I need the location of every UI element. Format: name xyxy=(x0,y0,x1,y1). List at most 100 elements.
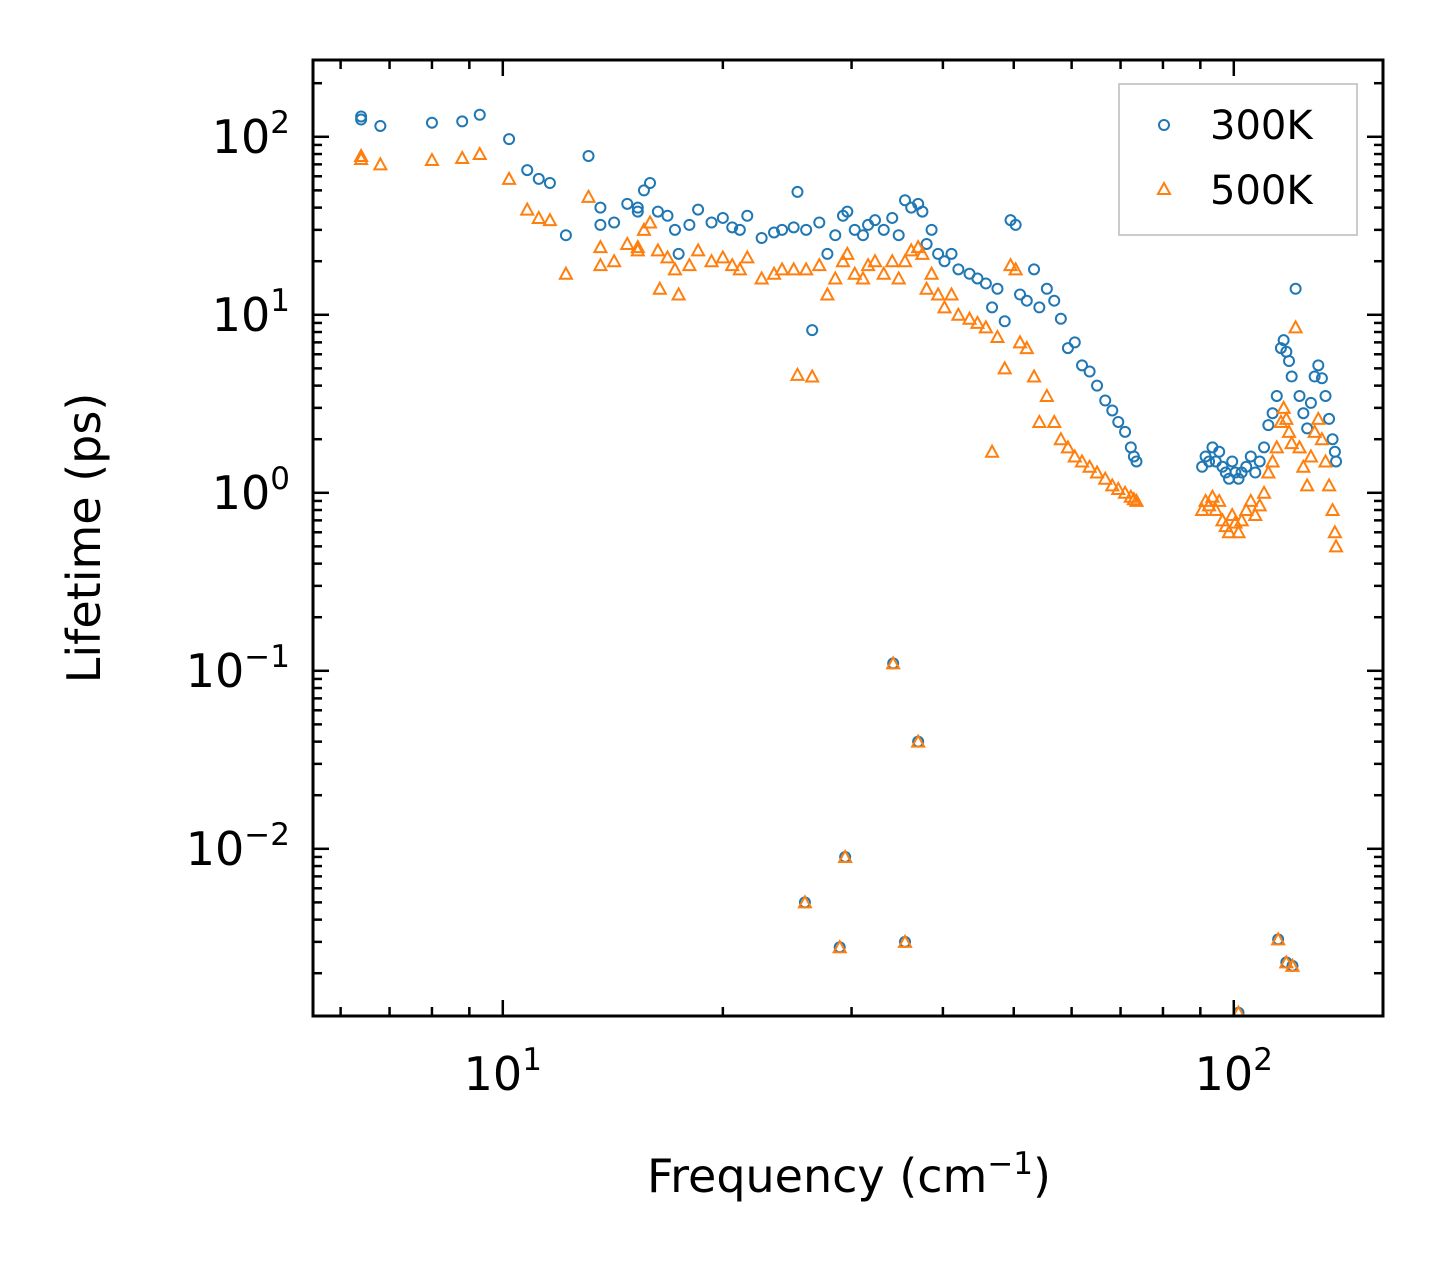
data-point-500K xyxy=(789,366,806,381)
data-point-500K xyxy=(832,939,848,954)
data-point-300K xyxy=(1040,282,1053,295)
data-point-500K xyxy=(1053,431,1069,446)
data-point-300K xyxy=(856,229,869,242)
x-axis-title-text: Frequency (cm xyxy=(647,1149,987,1203)
data-point-300K xyxy=(1277,334,1290,347)
data-point-300K xyxy=(503,133,516,146)
data-point-500K xyxy=(1117,484,1133,499)
data-point-500K xyxy=(501,170,517,185)
data-point-300K xyxy=(1061,342,1074,355)
data-point-300K xyxy=(829,229,842,242)
data-point-500K xyxy=(989,328,1006,344)
data-point-300K xyxy=(1091,379,1104,392)
data-point-300K xyxy=(1312,359,1325,372)
data-point-300K xyxy=(787,221,800,234)
data-point-300K xyxy=(869,214,882,227)
data-point-500K xyxy=(1039,387,1055,402)
data-point-300K xyxy=(1196,460,1209,473)
data-point-300K xyxy=(1119,425,1132,438)
data-point-500K xyxy=(804,368,820,383)
data-point-500K xyxy=(1327,524,1343,539)
legend-marker-300K xyxy=(1158,119,1170,131)
data-point-500K xyxy=(650,242,666,257)
data-point-300K xyxy=(1083,365,1096,378)
data-point-300K xyxy=(806,324,819,337)
data-point-300K xyxy=(683,218,696,231)
data-point-500K xyxy=(1221,524,1237,539)
data-point-500K xyxy=(667,261,683,276)
data-point-500K xyxy=(1201,497,1217,512)
data-point-300K xyxy=(892,229,905,242)
data-point-500K xyxy=(1031,413,1048,428)
data-point-300K xyxy=(716,211,729,224)
legend-label-300K: 300K xyxy=(1210,103,1314,149)
data-point-300K xyxy=(991,282,1004,295)
data-point-300K xyxy=(899,194,912,207)
data-point-300K xyxy=(1020,294,1033,307)
plot-frame xyxy=(311,58,1385,1018)
data-point-500K xyxy=(950,306,967,321)
x-axis-title-suffix: ) xyxy=(1033,1149,1051,1203)
data-point-500K xyxy=(1060,439,1076,454)
data-point-500K xyxy=(652,280,668,295)
series-300K xyxy=(355,108,1343,1016)
data-point-300K xyxy=(1209,455,1222,468)
data-point-300K xyxy=(1130,455,1143,468)
data-point-300K xyxy=(1240,460,1253,473)
data-point-300K xyxy=(594,201,607,214)
y-tick-label: 102 xyxy=(212,105,290,164)
y-tick-label: 100 xyxy=(212,461,290,520)
data-point-300K xyxy=(1112,415,1125,428)
data-point-300K xyxy=(1289,282,1302,295)
data-point-500K xyxy=(1128,492,1145,507)
data-point-500K xyxy=(961,310,978,325)
data-point-500K xyxy=(811,257,827,272)
data-point-500K xyxy=(353,150,369,166)
data-point-300K xyxy=(945,247,958,260)
data-point-500K xyxy=(984,443,1000,458)
data-point-300K xyxy=(705,216,718,229)
data-point-500K xyxy=(519,201,535,216)
x-tick-label: 102 xyxy=(1195,1042,1273,1101)
data-point-500K xyxy=(885,655,901,670)
data-point-300K xyxy=(1068,336,1081,349)
data-point-300K xyxy=(755,232,768,245)
plot-area xyxy=(353,108,1344,1016)
data-point-500K xyxy=(606,253,622,268)
data-point-500K xyxy=(797,894,813,909)
data-point-500K xyxy=(1281,423,1297,438)
data-point-500K xyxy=(454,149,470,165)
data-point-300K xyxy=(768,226,781,239)
data-point-300K xyxy=(1048,294,1061,307)
data-point-500K xyxy=(997,360,1013,375)
data-point-500K xyxy=(1328,538,1344,553)
data-point-300K xyxy=(733,223,746,236)
data-point-300K xyxy=(608,216,621,229)
legend: 300K 500K xyxy=(1118,83,1358,236)
data-point-300K xyxy=(848,223,861,236)
data-point-500K xyxy=(732,261,748,276)
data-point-500K xyxy=(827,270,843,285)
data-point-300K xyxy=(1258,441,1271,454)
data-point-500K xyxy=(372,156,389,171)
data-point-500K xyxy=(580,188,597,203)
data-point-300K xyxy=(473,108,486,121)
data-point-500K xyxy=(1089,464,1105,479)
data-point-300K xyxy=(821,247,834,260)
data-point-300K xyxy=(886,211,899,224)
data-point-300K xyxy=(692,203,705,216)
data-point-500K xyxy=(630,242,646,257)
data-point-300K xyxy=(1213,445,1226,458)
data-point-500K xyxy=(819,286,836,301)
data-point-300K xyxy=(998,315,1011,328)
data-point-500K xyxy=(1097,470,1113,485)
data-point-500K xyxy=(1269,439,1285,454)
data-point-500K xyxy=(1295,458,1312,473)
data-point-300K xyxy=(877,223,890,236)
data-point-300K xyxy=(986,301,999,314)
data-point-500K xyxy=(1283,435,1300,450)
data-point-500K xyxy=(1270,931,1286,946)
data-point-300K xyxy=(800,223,813,236)
data-point-300K xyxy=(374,119,387,132)
